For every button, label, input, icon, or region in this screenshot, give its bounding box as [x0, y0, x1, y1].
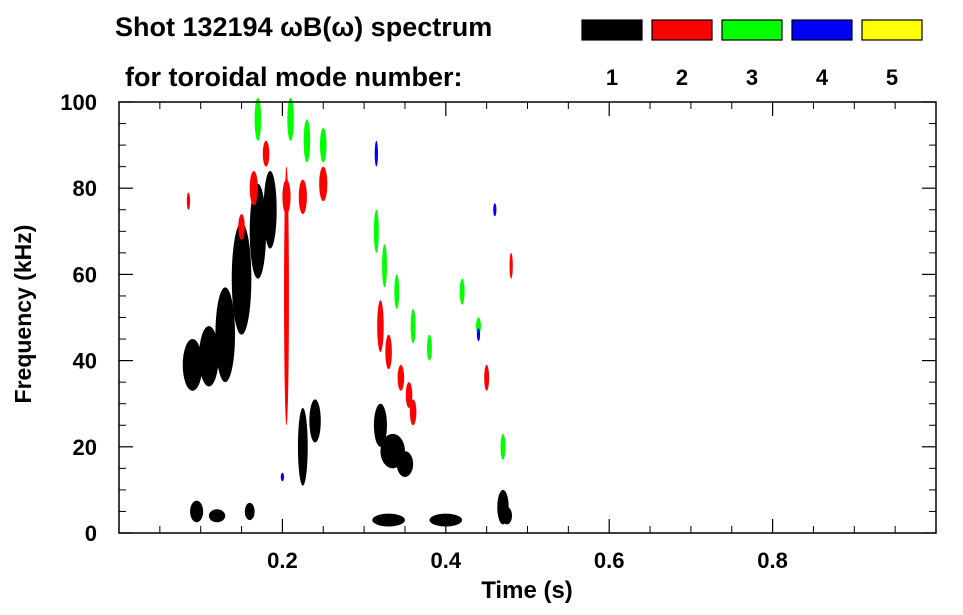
y-tick-label: 100	[60, 90, 97, 115]
mode-3-mark	[394, 274, 400, 309]
mode-1-mark	[373, 403, 387, 447]
plot-marks	[182, 97, 513, 527]
chart-title-line1: Shot 132194 ωB(ω) spectrum	[115, 12, 492, 42]
y-tick-label: 80	[73, 176, 97, 201]
mode-1-mark	[297, 408, 308, 486]
mode-2-mark	[405, 382, 413, 409]
legend-label-1: 1	[606, 65, 618, 90]
mode-4-mark	[493, 203, 497, 217]
mode-2-mark	[238, 214, 245, 240]
y-tick-label: 0	[85, 521, 97, 546]
mode-1-mark	[190, 500, 204, 523]
mode-2-mark	[377, 300, 384, 352]
mode-3-mark	[287, 97, 294, 141]
mode-3-mark	[500, 433, 506, 460]
mode-3-mark	[319, 127, 327, 163]
mode-1-mark	[396, 451, 414, 477]
legend-label-2: 2	[676, 65, 688, 90]
mode-4-mark	[476, 328, 481, 342]
y-tick-label: 40	[73, 349, 97, 374]
mode-1-mark	[199, 326, 219, 387]
mode-3-mark	[382, 244, 387, 288]
mode-4-mark	[374, 140, 378, 167]
mode-2-mark	[509, 252, 513, 279]
mode-1-mark	[309, 399, 321, 443]
mode-1-mark	[372, 513, 405, 527]
mode-3-mark	[427, 334, 432, 361]
mode-3-mark	[476, 317, 481, 335]
mode-2-mark	[262, 140, 270, 167]
mode-2-mark	[397, 364, 405, 391]
mode-1-mark	[208, 509, 226, 523]
y-tick-label: 60	[73, 262, 97, 287]
y-tick-label: 20	[73, 435, 97, 460]
mode-2-mark	[298, 179, 307, 215]
legend-label-4: 4	[816, 65, 829, 90]
mode-2-mark	[284, 166, 289, 426]
mode-4-mark	[280, 472, 285, 482]
mode-1-mark	[244, 502, 255, 521]
x-axis-label: Time (s)	[481, 577, 573, 604]
chart-title-line2: for toroidal mode number:	[125, 62, 463, 92]
mode-3-mark	[459, 278, 465, 305]
legend-swatch-2	[651, 19, 713, 41]
legend-swatch-1	[581, 19, 643, 41]
axis-ticks: 0 20 40 60 80 100 0.2 0.4 0.6 0.8	[60, 90, 936, 573]
mode-1-mark	[249, 183, 267, 279]
mode-2-mark	[385, 334, 392, 370]
x-tick-label: 0.4	[431, 548, 462, 573]
mode-3-mark	[254, 97, 262, 141]
mode-2-mark	[186, 192, 191, 210]
mode-1-mark	[182, 339, 203, 391]
legend-label-3: 3	[746, 65, 758, 90]
legend: 1 2 3 4 5	[581, 19, 923, 90]
x-tick-label: 0.6	[594, 548, 625, 573]
mode-1-mark	[502, 507, 512, 525]
mode-2-mark	[409, 399, 417, 426]
legend-swatch-5	[861, 19, 923, 41]
legend-swatch-3	[721, 19, 783, 41]
x-tick-label: 0.2	[267, 548, 298, 573]
legend-swatch-4	[791, 19, 853, 41]
mode-3-mark	[373, 209, 379, 253]
mode-2-mark	[484, 364, 490, 391]
mode-1-mark	[231, 222, 252, 335]
mode-2-mark	[249, 170, 258, 206]
mode-1-mark	[263, 170, 277, 249]
mode-3-mark	[303, 119, 311, 163]
mode-1-mark	[215, 287, 236, 383]
y-axis-label: Frequency (kHz)	[10, 225, 36, 404]
mode-3-mark	[410, 308, 416, 344]
legend-label-5: 5	[886, 65, 898, 90]
mode-2-mark	[319, 166, 328, 202]
x-tick-label: 0.8	[757, 548, 788, 573]
